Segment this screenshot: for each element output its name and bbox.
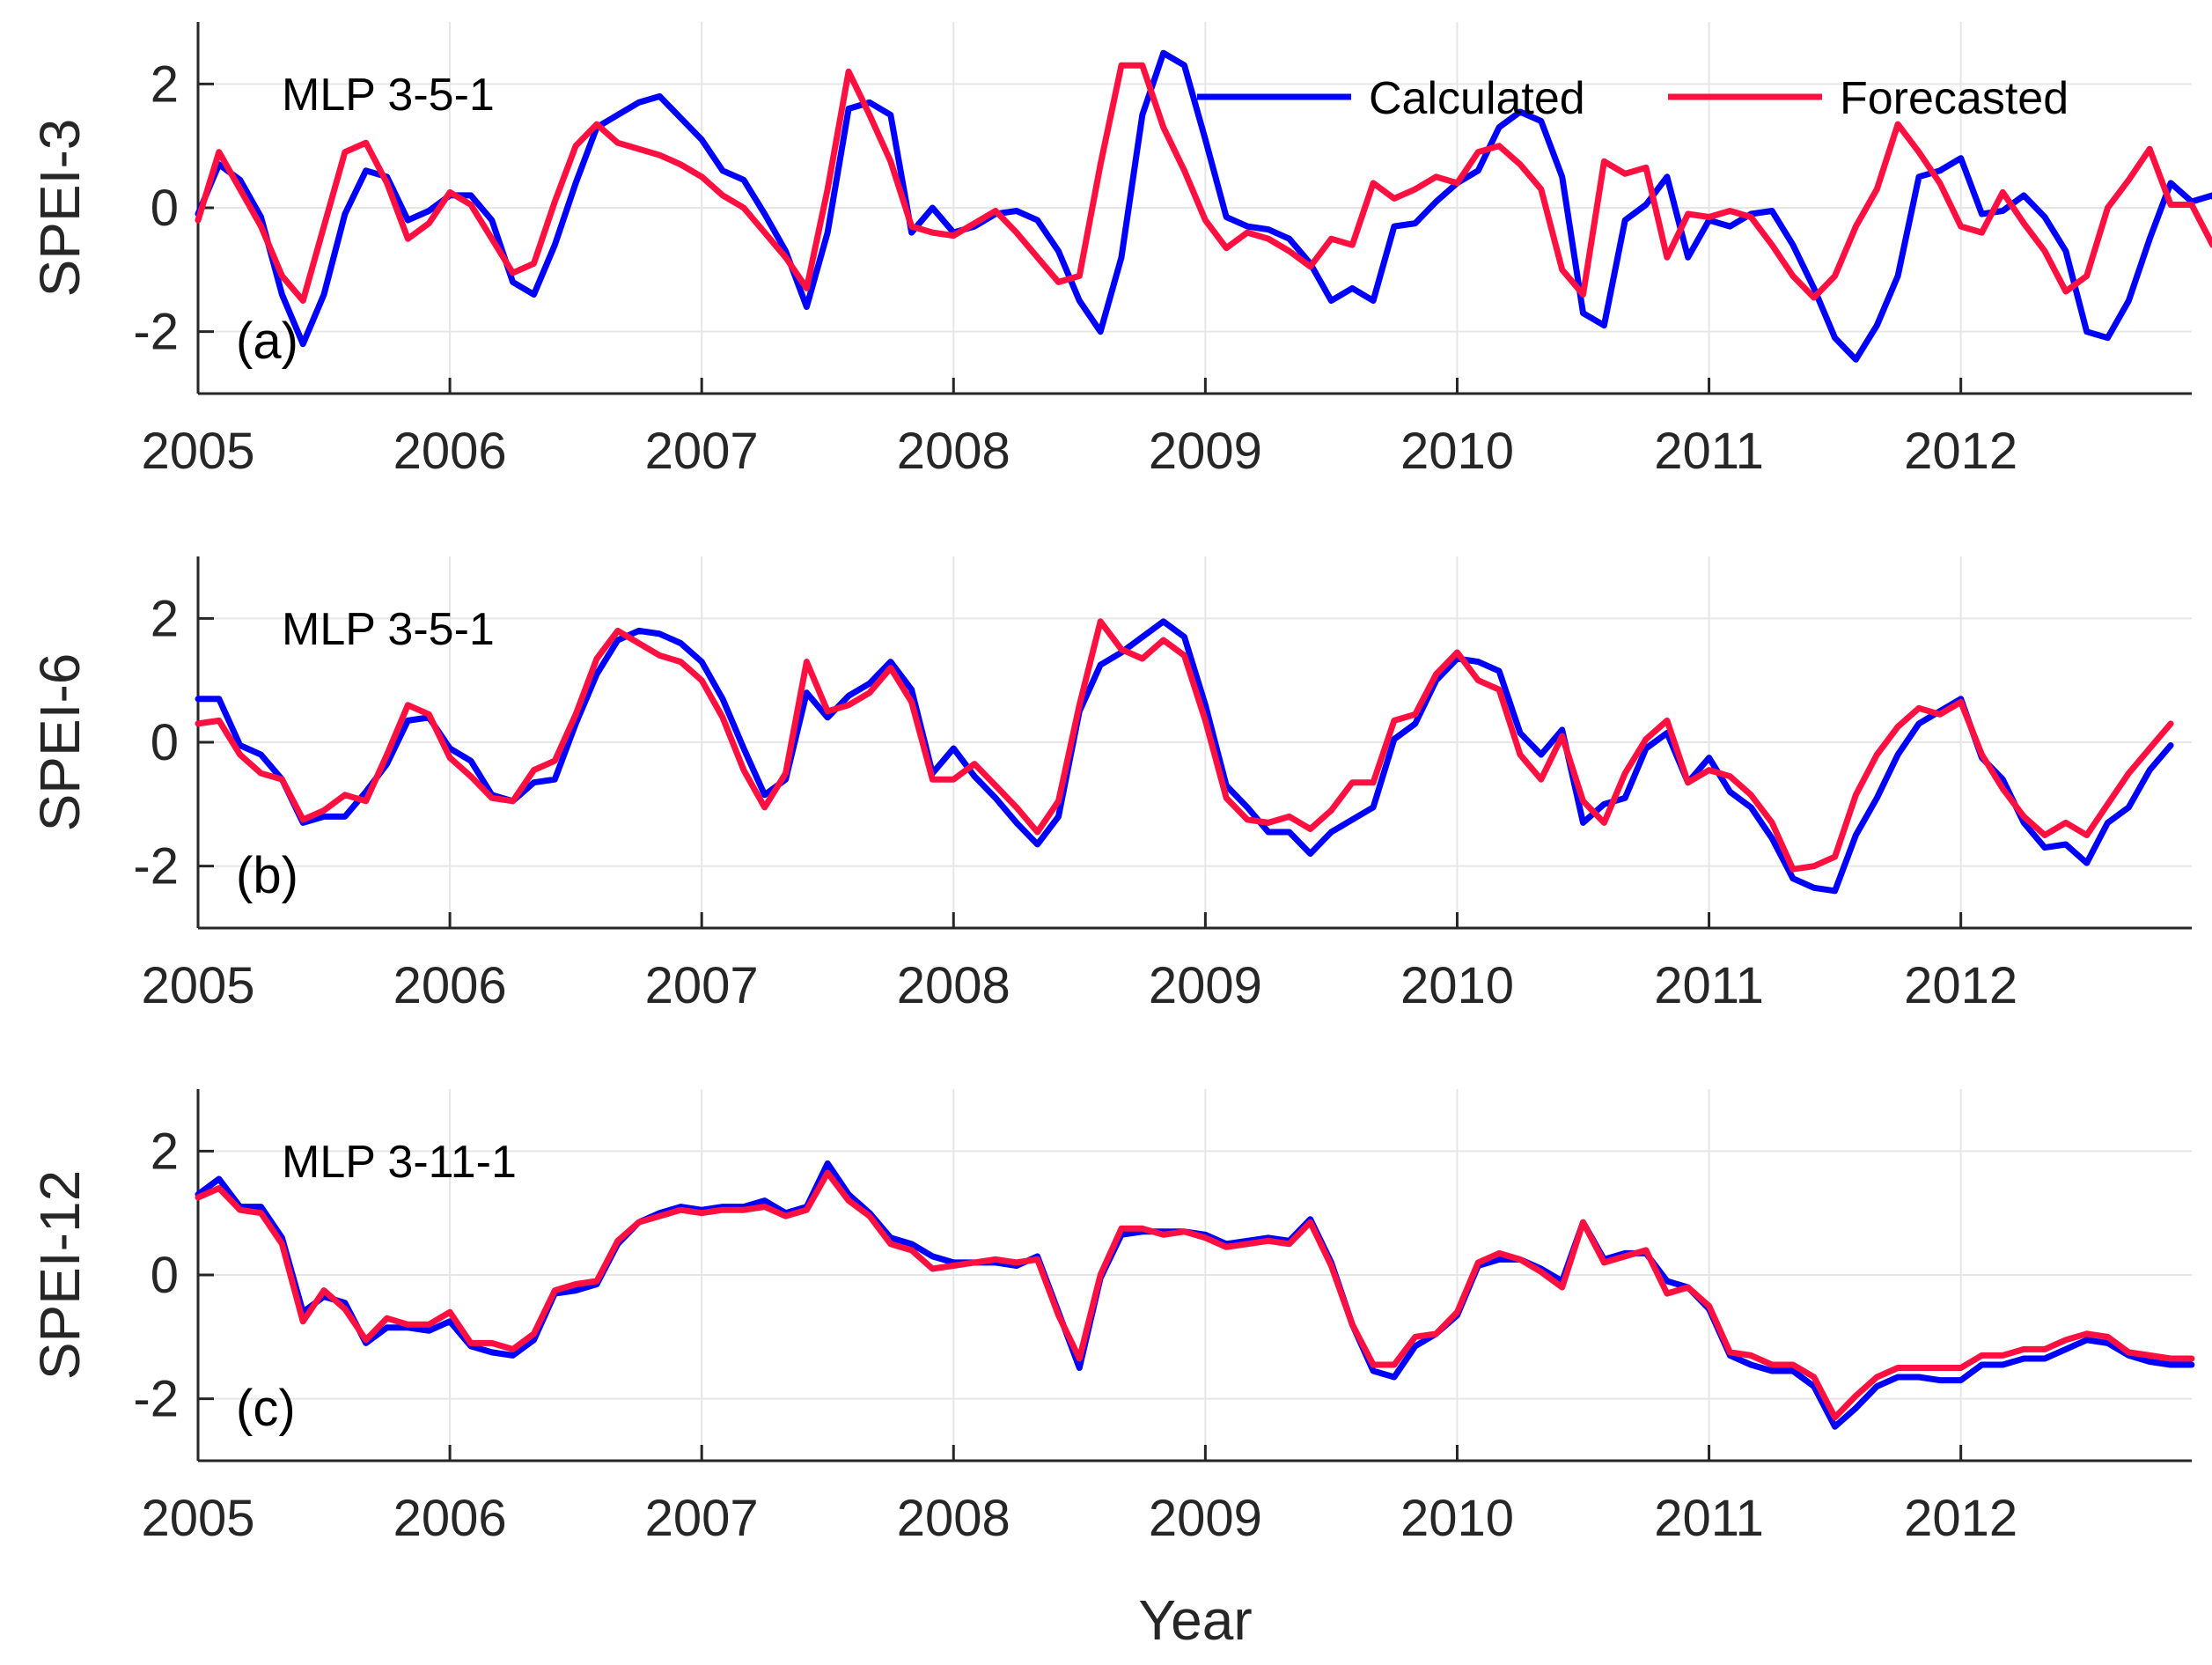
x-tick-label: 2009 [1149, 1490, 1262, 1547]
x-tick-label: 2011 [1654, 1490, 1764, 1547]
panel-label: (c) [236, 1380, 296, 1437]
y-tick-label: 2 [151, 55, 179, 113]
x-tick-label: 2005 [141, 957, 254, 1014]
model-annotation: MLP 3-5-1 [282, 70, 495, 121]
y-tick-label: 0 [151, 180, 179, 237]
y-tick-label: 2 [151, 590, 179, 647]
y-axis-title: SPEI-6 [28, 653, 92, 832]
y-tick-label: 2 [151, 1123, 179, 1180]
x-tick-label: 2012 [1904, 957, 2017, 1014]
series-line-forecasted [195, 1169, 2195, 1421]
x-tick-label: 2012 [1904, 423, 2017, 480]
x-tick-label: 2008 [897, 1490, 1010, 1547]
legend-label-calculated: Calculated [1369, 73, 1585, 124]
panel-1: 2005 2006 2007 2008 2009 2010 2011 2012 -2 0 2 SPEI… [28, 22, 2212, 480]
panels: 2005 2006 2007 2008 2009 2010 2011 2012 -2 0 2 SPEI… [28, 22, 2212, 1547]
panel-label: (b) [236, 847, 298, 904]
y-tick-label: 0 [151, 714, 179, 771]
model-annotation: MLP 3-5-1 [282, 604, 495, 655]
series-line-calculated [195, 49, 2212, 363]
series-line-forecasted [195, 618, 2174, 873]
x-tick-label: 2008 [897, 957, 1010, 1014]
panel-2: 2005 2006 2007 2008 2009 2010 2011 2012 -2 0 2 SPEI… [28, 556, 2192, 1014]
y-tick-label: -2 [133, 304, 179, 361]
x-tick-label: 2011 [1654, 423, 1764, 480]
x-tick-label: 2010 [1400, 1490, 1514, 1547]
x-tick-label: 2006 [393, 1490, 507, 1547]
x-tick-label: 2007 [645, 1490, 759, 1547]
x-tick-label: 2007 [645, 957, 759, 1014]
x-tick-label: 2006 [393, 423, 507, 480]
panel-label: (a) [236, 313, 298, 370]
y-axis-title: SPEI-12 [28, 1170, 92, 1380]
y-tick-label: -2 [133, 1371, 179, 1428]
x-tick-label: 2008 [897, 423, 1010, 480]
x-tick-label: 2005 [141, 423, 254, 480]
x-tick-label: 2009 [1149, 957, 1262, 1014]
model-annotation: MLP 3-11-1 [282, 1137, 517, 1188]
y-tick-label: 0 [151, 1247, 179, 1304]
series-line-forecasted [195, 62, 2212, 304]
x-tick-label: 2009 [1149, 423, 1262, 480]
x-tick-label: 2007 [645, 423, 759, 480]
x-tick-label: 2010 [1400, 957, 1514, 1014]
y-axis-title: SPEI-3 [28, 119, 92, 298]
x-axis-title: Year [1138, 1588, 1252, 1652]
series-line-calculated [195, 1160, 2195, 1430]
x-tick-label: 2005 [141, 1490, 254, 1547]
x-tick-label: 2006 [393, 957, 507, 1014]
legend-label-forecasted: Forecasted [1840, 73, 2069, 124]
legend: Calculated Forecasted [1197, 73, 2069, 124]
series-line-calculated [195, 618, 2174, 895]
panel-3: 2005 2006 2007 2008 2009 2010 2011 2012 -2 0 2 SPEI… [28, 1089, 2195, 1547]
x-tick-label: 2010 [1400, 423, 1514, 480]
x-tick-label: 2012 [1904, 1490, 2017, 1547]
x-tick-label: 2011 [1654, 957, 1764, 1014]
y-tick-label: -2 [133, 838, 179, 895]
